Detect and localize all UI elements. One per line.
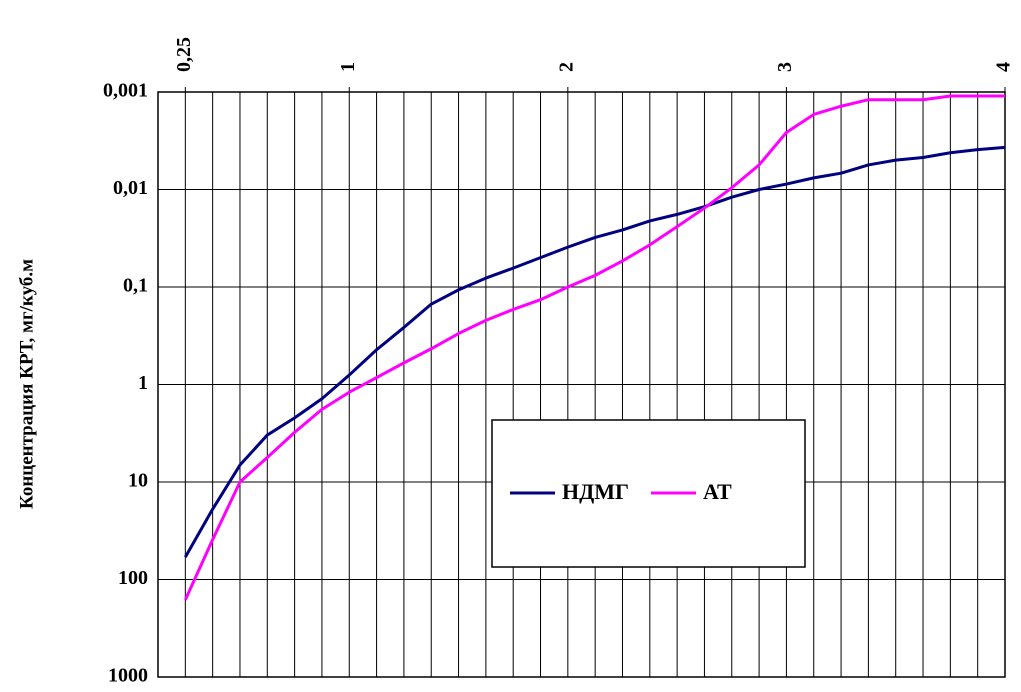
y-axis-label: Концентрация КРТ, мг/куб.м (16, 259, 37, 509)
x-tick-label: 1 (337, 62, 359, 72)
x-tick-label: 3 (774, 62, 796, 72)
y-tick-label: 0,01 (113, 177, 148, 199)
legend-label: НДМГ (562, 479, 629, 504)
x-tick-label: 4 (993, 62, 1015, 72)
y-tick-label: 1 (138, 372, 148, 394)
y-tick-label: 0,001 (103, 80, 148, 102)
legend-label: АТ (703, 479, 732, 504)
x-tick-label: 0,25 (173, 37, 195, 72)
data-line (183, 94, 1005, 601)
y-tick-label: 100 (118, 567, 148, 589)
plot-border (157, 91, 1006, 678)
grid (157, 91, 1006, 678)
data-line (184, 145, 1006, 558)
x-tick-label: 2 (555, 62, 577, 72)
y-tick-label: 1000 (108, 665, 148, 687)
y-tick-label: 10 (128, 470, 148, 492)
y-tick-label: 0,1 (123, 275, 148, 297)
